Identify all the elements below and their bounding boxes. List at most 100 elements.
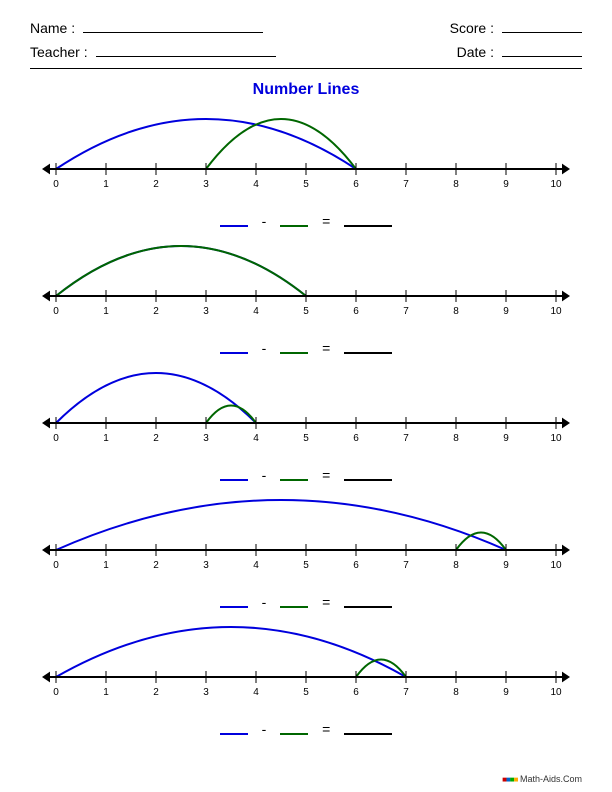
- tick-label: 4: [253, 560, 259, 571]
- tick-label: 0: [53, 433, 59, 444]
- tick-label: 5: [303, 687, 309, 698]
- teacher-blank[interactable]: [96, 56, 276, 57]
- tick-label: 10: [550, 687, 562, 698]
- tick-label: 8: [453, 560, 459, 571]
- tick-label: 6: [353, 560, 359, 571]
- arc: [56, 246, 306, 296]
- tick-label: 7: [403, 560, 409, 571]
- subtrahend-blank[interactable]: [280, 606, 308, 608]
- answer-blank[interactable]: [344, 479, 392, 481]
- tick-label: 10: [550, 179, 562, 190]
- minus-sign: -: [262, 721, 267, 737]
- equals-sign: =: [322, 594, 330, 610]
- problem: 012345678910 - =: [30, 368, 582, 483]
- arrow-right-icon: [562, 418, 570, 429]
- number-line: 012345678910: [36, 495, 576, 583]
- tick-label: 2: [153, 179, 159, 190]
- tick-label: 9: [503, 179, 509, 190]
- tick-label: 4: [253, 433, 259, 444]
- arrow-left-icon: [42, 164, 50, 175]
- score-blank[interactable]: [502, 32, 582, 33]
- answer-blank[interactable]: [344, 606, 392, 608]
- number-line: 012345678910: [36, 368, 576, 456]
- tick-label: 8: [453, 306, 459, 317]
- equation-row: - =: [30, 340, 582, 356]
- tick-label: 1: [103, 433, 109, 444]
- subtrahend-blank[interactable]: [280, 479, 308, 481]
- equals-sign: =: [322, 213, 330, 229]
- tick-label: 9: [503, 560, 509, 571]
- page-title: Number Lines: [30, 81, 582, 99]
- subtrahend-blank[interactable]: [280, 352, 308, 354]
- number-line: 012345678910: [36, 114, 576, 202]
- tick-label: 0: [53, 687, 59, 698]
- score-label: Score :: [450, 20, 494, 36]
- equation-row: - =: [30, 467, 582, 483]
- equation-row: - =: [30, 213, 582, 229]
- tick-label: 7: [403, 687, 409, 698]
- subtrahend-blank[interactable]: [280, 225, 308, 227]
- tick-label: 4: [253, 306, 259, 317]
- tick-label: 6: [353, 179, 359, 190]
- minuend-blank[interactable]: [220, 606, 248, 608]
- arc: [56, 500, 506, 550]
- problem: 012345678910 - =: [30, 622, 582, 737]
- tick-label: 10: [550, 433, 562, 444]
- arc: [56, 373, 256, 423]
- number-line: 012345678910: [36, 241, 576, 329]
- minus-sign: -: [262, 467, 267, 483]
- arc: [356, 660, 406, 678]
- arc: [206, 406, 256, 424]
- score-field: Score :: [450, 20, 582, 36]
- tick-label: 2: [153, 433, 159, 444]
- footer-credit: ■■■■ Math-Aids.Com: [502, 774, 582, 784]
- tick-label: 3: [203, 179, 209, 190]
- arrow-right-icon: [562, 291, 570, 302]
- minuend-blank[interactable]: [220, 225, 248, 227]
- equals-sign: =: [322, 467, 330, 483]
- tick-label: 1: [103, 179, 109, 190]
- tick-label: 9: [503, 433, 509, 444]
- date-blank[interactable]: [502, 56, 582, 57]
- tick-label: 5: [303, 306, 309, 317]
- arc: [206, 119, 356, 169]
- tick-label: 9: [503, 687, 509, 698]
- minuend-blank[interactable]: [220, 352, 248, 354]
- tick-label: 7: [403, 306, 409, 317]
- minus-sign: -: [262, 213, 267, 229]
- answer-blank[interactable]: [344, 733, 392, 735]
- minuend-blank[interactable]: [220, 479, 248, 481]
- tick-label: 1: [103, 687, 109, 698]
- arrow-right-icon: [562, 672, 570, 683]
- problem: 012345678910 - =: [30, 241, 582, 356]
- arc: [56, 627, 406, 677]
- tick-label: 2: [153, 306, 159, 317]
- arrow-left-icon: [42, 545, 50, 556]
- tick-label: 7: [403, 433, 409, 444]
- tick-label: 5: [303, 560, 309, 571]
- tick-label: 10: [550, 560, 562, 571]
- name-field: Name :: [30, 20, 263, 36]
- arrow-left-icon: [42, 672, 50, 683]
- arrow-left-icon: [42, 418, 50, 429]
- tick-label: 3: [203, 687, 209, 698]
- name-blank[interactable]: [83, 32, 263, 33]
- tick-label: 4: [253, 179, 259, 190]
- minuend-blank[interactable]: [220, 733, 248, 735]
- teacher-field: Teacher :: [30, 44, 276, 60]
- equals-sign: =: [322, 340, 330, 356]
- problem: 012345678910 - =: [30, 114, 582, 229]
- tick-label: 2: [153, 560, 159, 571]
- equation-row: - =: [30, 594, 582, 610]
- answer-blank[interactable]: [344, 225, 392, 227]
- tick-label: 6: [353, 306, 359, 317]
- tick-label: 4: [253, 687, 259, 698]
- name-label: Name :: [30, 20, 75, 36]
- problem: 012345678910 - =: [30, 495, 582, 610]
- arrow-right-icon: [562, 164, 570, 175]
- subtrahend-blank[interactable]: [280, 733, 308, 735]
- tick-label: 10: [550, 306, 562, 317]
- arrow-right-icon: [562, 545, 570, 556]
- number-line: 012345678910: [36, 622, 576, 710]
- answer-blank[interactable]: [344, 352, 392, 354]
